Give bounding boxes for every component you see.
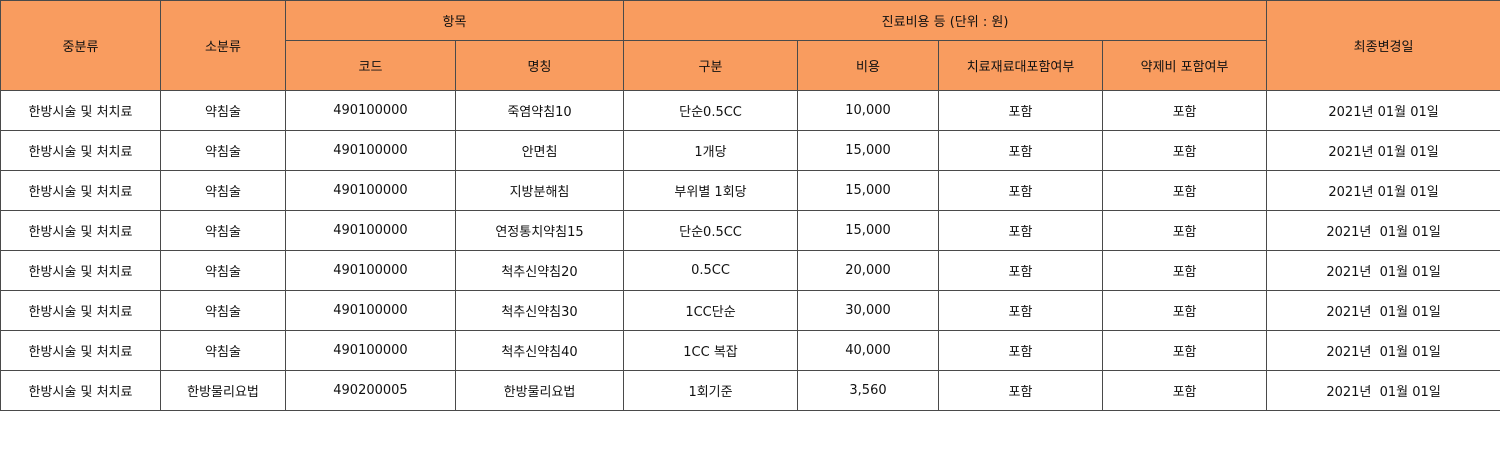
table-cell: 2021년 01월 01일: [1266, 90, 1500, 131]
table-cell: 한방시술 및 처치료: [0, 370, 161, 411]
table-cell: 15,000: [797, 170, 940, 211]
table-cell: 약침술: [160, 90, 286, 131]
table-cell: 한방물리요법: [160, 370, 286, 411]
table-cell: 포함: [1102, 290, 1268, 331]
table-cell: 한방시술 및 처치료: [0, 130, 161, 171]
table-cell: 안면침: [454, 130, 625, 171]
header-cell: 소분류: [160, 0, 286, 91]
table-cell: 1CC단순: [623, 290, 799, 331]
table-row: 한방시술 및 처치료 약침술 490100000 연정통치약침15 단순0.5CC 15,…: [0, 210, 1500, 251]
table-cell: 490100000: [285, 130, 456, 171]
table-cell: 단순0.5CC: [623, 90, 799, 131]
table-row: 한방시술 및 처치료 약침술 490100000 지방분해침 부위별 1회당 15,000…: [0, 170, 1500, 211]
table-cell: 한방물리요법: [454, 370, 625, 411]
table-cell: 3,560: [797, 370, 940, 411]
table-cell: 490100000: [285, 170, 456, 211]
table-cell: 490200005: [285, 370, 456, 411]
table-cell: 490100000: [285, 330, 456, 371]
table-cell: 한방시술 및 처치료: [0, 90, 161, 131]
table-cell: 2021년 01월 01일: [1266, 290, 1500, 331]
table-cell: 약침술: [160, 290, 286, 331]
header-cell: 코드: [285, 40, 456, 91]
table-cell: 약침술: [160, 250, 286, 291]
table-cell: 한방시술 및 처치료: [0, 290, 161, 331]
cost-table: 중분류 소분류 항목 진료비용 등 (단위 : 원) 최종변경일 코드 명칭 구…: [0, 0, 1500, 411]
header-row: 코드 명칭 구분 비용 치료재료대포함여부 약제비 포함여부: [1, 40, 1500, 91]
header-cell: 명칭: [454, 40, 625, 91]
table-cell: 20,000: [797, 250, 940, 291]
table-cell: 포함: [938, 370, 1104, 411]
table-cell: 포함: [938, 130, 1104, 171]
table-cell: 15,000: [797, 130, 940, 171]
table-cell: 포함: [1102, 90, 1268, 131]
table-cell: 한방시술 및 처치료: [0, 210, 161, 251]
table-cell: 포함: [938, 170, 1104, 211]
table-cell: 490100000: [285, 210, 456, 251]
table-cell: 1회기준: [623, 370, 799, 411]
table-cell: 2021년 01월 01일: [1266, 330, 1500, 371]
table-row: 한방시술 및 처치료 약침술 490100000 척추신약침40 1CC 복잡 40,00…: [0, 330, 1500, 371]
table-cell: 부위별 1회당: [623, 170, 799, 211]
table-cell: 2021년 01월 01일: [1266, 170, 1500, 211]
table-cell: 포함: [938, 330, 1104, 371]
header-group: 항목: [284, 0, 625, 41]
table-cell: 490100000: [285, 250, 456, 291]
table-header: 중분류 소분류 항목 진료비용 등 (단위 : 원) 최종변경일 코드 명칭 구…: [0, 0, 1500, 91]
table-cell: 죽염약침10: [454, 90, 625, 131]
header-cell: 구분: [623, 40, 799, 91]
table-cell: 30,000: [797, 290, 940, 331]
table-cell: 척추신약침20: [454, 250, 625, 291]
header-cell: 약제비 포함여부: [1102, 40, 1268, 91]
table-cell: 490100000: [285, 90, 456, 131]
header-cell: 치료재료대포함여부: [938, 40, 1104, 91]
table-cell: 한방시술 및 처치료: [0, 170, 161, 211]
table-cell: 1개당: [623, 130, 799, 171]
table-cell: 한방시술 및 처치료: [0, 250, 161, 291]
header-cell: 비용: [797, 40, 940, 91]
header-group: 진료비용 등 (단위 : 원): [623, 0, 1268, 41]
table-cell: 10,000: [797, 90, 940, 131]
table-cell: 포함: [1102, 330, 1268, 371]
table-cell: 포함: [1102, 210, 1268, 251]
table-cell: 포함: [938, 90, 1104, 131]
table-cell: 한방시술 및 처치료: [0, 330, 161, 371]
table-cell: 2021년 01월 01일: [1266, 370, 1500, 411]
header-cell: 최종변경일: [1266, 0, 1500, 91]
table-row: 한방시술 및 처치료 약침술 490100000 안면침 1개당 15,000 포함 포함 20…: [0, 130, 1500, 171]
table-row: 한방시술 및 처치료 약침술 490100000 척추신약침30 1CC단순 30,000…: [0, 290, 1500, 331]
table-cell: 포함: [1102, 370, 1268, 411]
table-cell: 척추신약침30: [454, 290, 625, 331]
table-cell: 약침술: [160, 130, 286, 171]
table-cell: 연정통치약침15: [454, 210, 625, 251]
table-cell: 490100000: [285, 290, 456, 331]
table-cell: 1CC 복잡: [623, 330, 799, 371]
table-cell: 약침술: [160, 330, 286, 371]
table-cell: 2021년 01월 01일: [1266, 210, 1500, 251]
table-cell: 15,000: [797, 210, 940, 251]
table-cell: 0.5CC: [623, 250, 799, 291]
table-cell: 2021년 01월 01일: [1266, 250, 1500, 291]
header-cell: 중분류: [0, 0, 161, 91]
table-row: 한방시술 및 처치료 약침술 490100000 척추신약침20 0.5CC 20,000…: [0, 250, 1500, 291]
table-cell: 포함: [1102, 250, 1268, 291]
header-row: 중분류 소분류 항목 진료비용 등 (단위 : 원) 최종변경일: [0, 0, 1500, 91]
table-cell: 포함: [938, 210, 1104, 251]
table-cell: 40,000: [797, 330, 940, 371]
table-body: 한방시술 및 처치료 약침술 490100000 죽염약침10 단순0.5CC 10,00…: [0, 90, 1500, 411]
table-cell: 척추신약침40: [454, 330, 625, 371]
table-row: 한방시술 및 처치료 약침술 490100000 죽염약침10 단순0.5CC 10,00…: [0, 90, 1500, 131]
table-cell: 단순0.5CC: [623, 210, 799, 251]
table-cell: 포함: [938, 290, 1104, 331]
table-cell: 약침술: [160, 210, 286, 251]
table-row: 한방시술 및 처치료 한방물리요법 490200005 한방물리요법 1회기준 3,560…: [0, 370, 1500, 411]
table-cell: 포함: [938, 250, 1104, 291]
table-cell: 2021년 01월 01일: [1266, 130, 1500, 171]
table-cell: 포함: [1102, 130, 1268, 171]
table-cell: 지방분해침: [454, 170, 625, 211]
table-cell: 포함: [1102, 170, 1268, 211]
table-cell: 약침술: [160, 170, 286, 211]
